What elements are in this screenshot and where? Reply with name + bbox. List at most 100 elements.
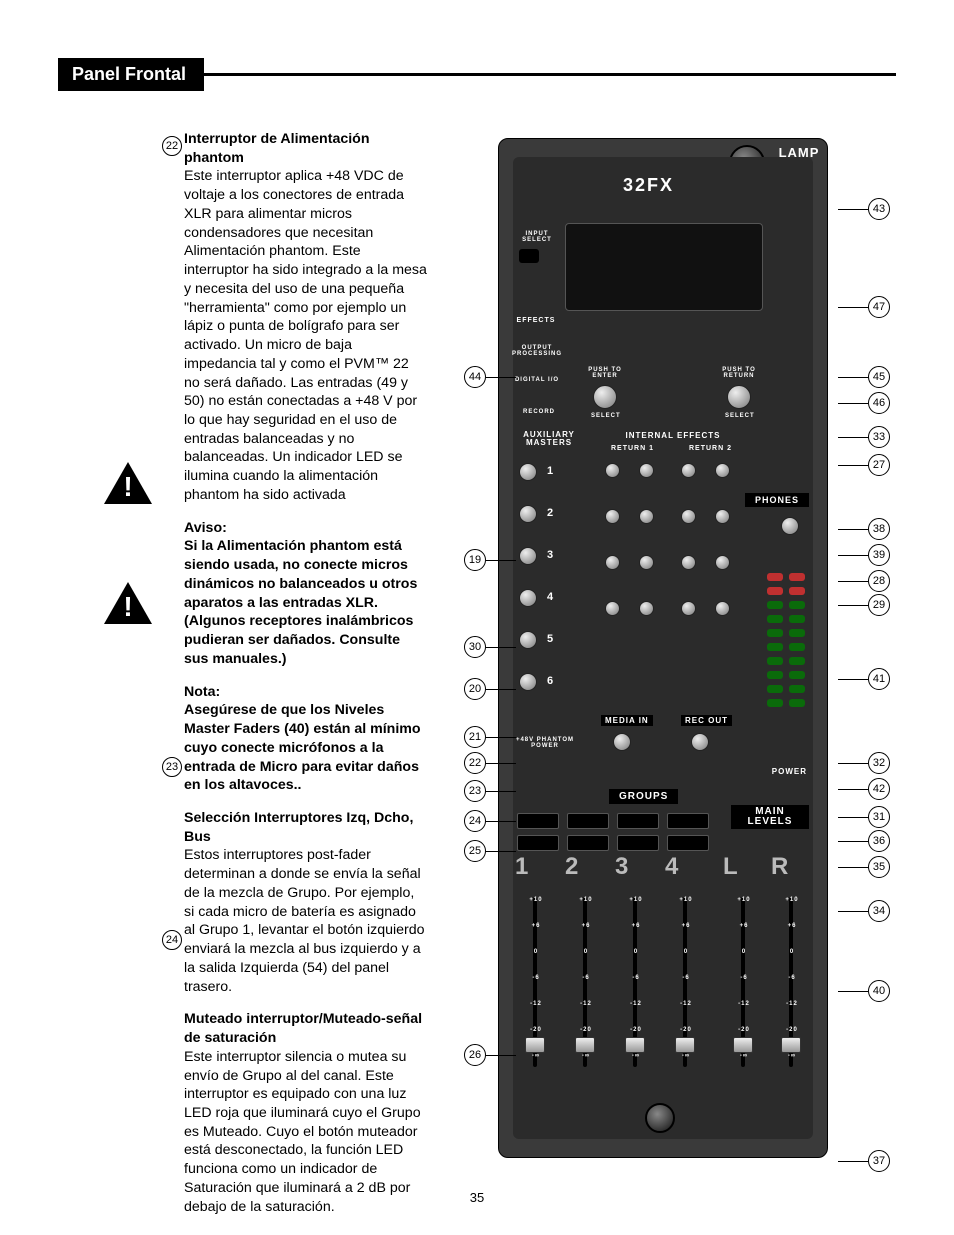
return-knob[interactable]	[639, 509, 654, 524]
meter-seg	[789, 587, 805, 595]
return-knob[interactable]	[715, 463, 730, 478]
fader-tick: -6	[523, 975, 549, 981]
return-knob[interactable]	[681, 509, 696, 524]
return-knob[interactable]	[639, 601, 654, 616]
callout-leader	[838, 209, 868, 210]
fader-tick: +10	[523, 897, 549, 903]
callout-leader	[486, 689, 516, 690]
meter-seg	[767, 685, 783, 693]
return-knob[interactable]	[681, 601, 696, 616]
fader-tick: -12	[623, 1001, 649, 1007]
aux-knob-1[interactable]	[519, 463, 537, 481]
fader-tick: -∞	[623, 1053, 649, 1059]
group-assign-1[interactable]	[517, 813, 559, 829]
model-label: 32FX	[623, 175, 674, 196]
return-knob[interactable]	[605, 601, 620, 616]
fader-cap-3[interactable]	[675, 1037, 695, 1053]
input-select-label: INPUT SELECT	[511, 231, 563, 243]
aux-knob-num: 3	[547, 549, 554, 561]
return-knob[interactable]	[681, 463, 696, 478]
callout-leader	[486, 821, 516, 822]
fader-tick: -∞	[573, 1053, 599, 1059]
group-assign-3[interactable]	[617, 813, 659, 829]
meter-seg	[767, 615, 783, 623]
phones-level-knob[interactable]	[781, 517, 799, 535]
fader-cap-1[interactable]	[575, 1037, 595, 1053]
callout-41: 41	[868, 668, 890, 690]
fader-tick: -6	[779, 975, 805, 981]
fader-tick: +10	[779, 897, 805, 903]
callout-leader	[838, 1161, 868, 1162]
encoder-left[interactable]	[593, 385, 617, 409]
group-mute-2[interactable]	[567, 835, 609, 851]
return-knob[interactable]	[639, 555, 654, 570]
callout-leader	[486, 377, 516, 378]
return-knob[interactable]	[639, 463, 654, 478]
section-heading: Aviso:	[184, 520, 227, 536]
callout-leader	[838, 581, 868, 582]
fader-tick: -∞	[731, 1053, 757, 1059]
section-nota: Nota: Asegúrese de que los Niveles Maste…	[152, 683, 428, 795]
callout-37: 37	[868, 1150, 890, 1172]
callout-26: 26	[464, 1044, 486, 1066]
return-knob[interactable]	[715, 555, 730, 570]
return-knob[interactable]	[715, 509, 730, 524]
fader-cap-0[interactable]	[525, 1037, 545, 1053]
select-label: SELECT	[725, 413, 755, 419]
fader-tick: -12	[731, 1001, 757, 1007]
channel-label-L: L	[723, 853, 738, 881]
meter-seg	[789, 657, 805, 665]
power-label: POWER	[772, 767, 807, 776]
aux-masters-label: AUXILIARY MASTERS	[509, 431, 589, 447]
recout-level-knob[interactable]	[691, 733, 709, 751]
callout-leader	[838, 529, 868, 530]
fader-cap-2[interactable]	[625, 1037, 645, 1053]
return-knob[interactable]	[681, 555, 696, 570]
mixer-panel: LAMP 12Vdc MASTER 32FX INPUT SELECT EFFE…	[498, 138, 828, 1158]
callout-25: 25	[464, 840, 486, 862]
callout-leader	[486, 791, 516, 792]
callout-leader	[838, 307, 868, 308]
section-body: Estos interruptores post-fader determina…	[184, 847, 425, 994]
fader-tick: 0	[673, 949, 699, 955]
meter-seg	[789, 671, 805, 679]
group-assign-4[interactable]	[667, 813, 709, 829]
fader-tick: -20	[673, 1027, 699, 1033]
return-knob[interactable]	[605, 555, 620, 570]
fader-tick: -∞	[673, 1053, 699, 1059]
fader-tick: +10	[573, 897, 599, 903]
channel-label-2: 2	[565, 853, 578, 881]
fader-tick: -6	[731, 975, 757, 981]
section-body: Asegúrese de que los Niveles Master Fade…	[184, 702, 421, 793]
aux-knob-3[interactable]	[519, 547, 537, 565]
callout-leader	[486, 560, 516, 561]
section-aviso: Aviso: Si la Alimentación phantom está s…	[152, 519, 428, 669]
callout-23: 23	[464, 780, 486, 802]
media-level-knob[interactable]	[613, 733, 631, 751]
group-assign-2[interactable]	[567, 813, 609, 829]
group-mute-1[interactable]	[517, 835, 559, 851]
aux-knob-6[interactable]	[519, 673, 537, 691]
encoder-right[interactable]	[727, 385, 751, 409]
group-mute-4[interactable]	[667, 835, 709, 851]
aux-knob-num: 4	[547, 591, 554, 603]
fader-tick: -∞	[779, 1053, 805, 1059]
return-knob[interactable]	[605, 463, 620, 478]
aux-knob-4[interactable]	[519, 589, 537, 607]
return2-label: RETURN 2	[689, 445, 732, 452]
return-knob[interactable]	[605, 509, 620, 524]
aux-knob-5[interactable]	[519, 631, 537, 649]
panel-tag: Panel Frontal	[58, 58, 204, 91]
callout-28: 28	[868, 570, 890, 592]
aux-knob-2[interactable]	[519, 505, 537, 523]
return-knob[interactable]	[715, 601, 730, 616]
channel-label-R: R	[771, 853, 788, 881]
fader-cap-4[interactable]	[733, 1037, 753, 1053]
fader-cap-5[interactable]	[781, 1037, 801, 1053]
section-heading: Selección Interruptores Izq, Dcho, Bus	[184, 810, 413, 845]
section-body: Si la Alimentación phantom está siendo u…	[184, 538, 417, 666]
callout-40: 40	[868, 980, 890, 1002]
group-mute-3[interactable]	[617, 835, 659, 851]
warning-icon: !	[104, 462, 152, 504]
rec-out-label: REC OUT	[681, 715, 732, 726]
